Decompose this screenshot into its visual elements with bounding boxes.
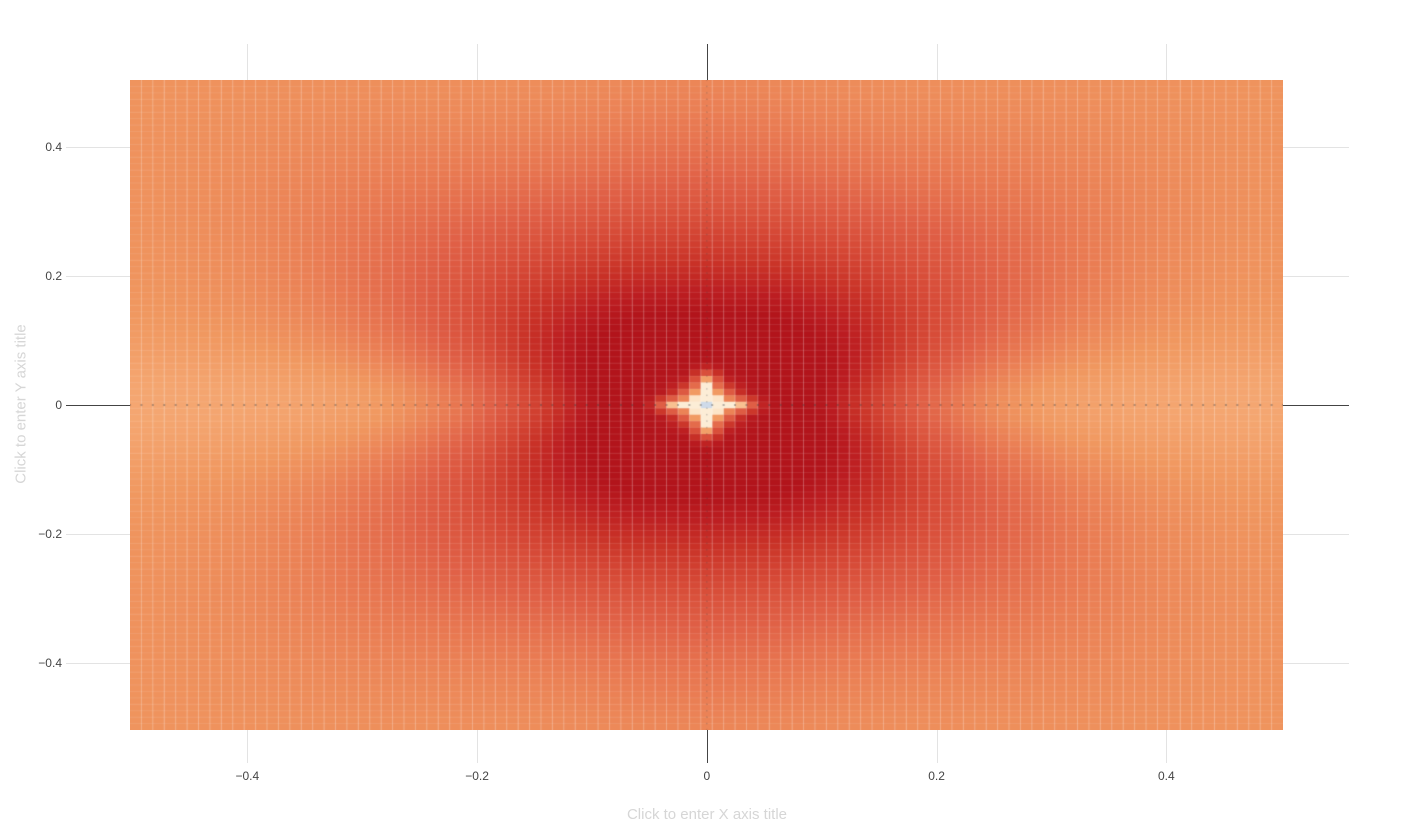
heatmap-trace[interactable]	[130, 80, 1283, 730]
y-tick-label: 0.2	[45, 269, 62, 283]
x-tick-label: 0	[703, 769, 711, 783]
x-axis-title-placeholder[interactable]: Click to enter X axis title	[626, 806, 788, 823]
x-tick-label: 0.2	[928, 769, 945, 783]
y-tick-label: −0.4	[38, 656, 62, 670]
x-tick-label: −0.2	[465, 769, 489, 783]
y-tick-label: 0.4	[45, 140, 62, 154]
x-tick-label: −0.4	[235, 769, 260, 783]
x-tick-label: 0.4	[1157, 769, 1175, 783]
y-tick-label: −0.2	[38, 527, 62, 541]
y-tick-label: 0	[55, 398, 62, 412]
y-axis-title-placeholder[interactable]: Click to enter Y axis title	[12, 324, 30, 484]
